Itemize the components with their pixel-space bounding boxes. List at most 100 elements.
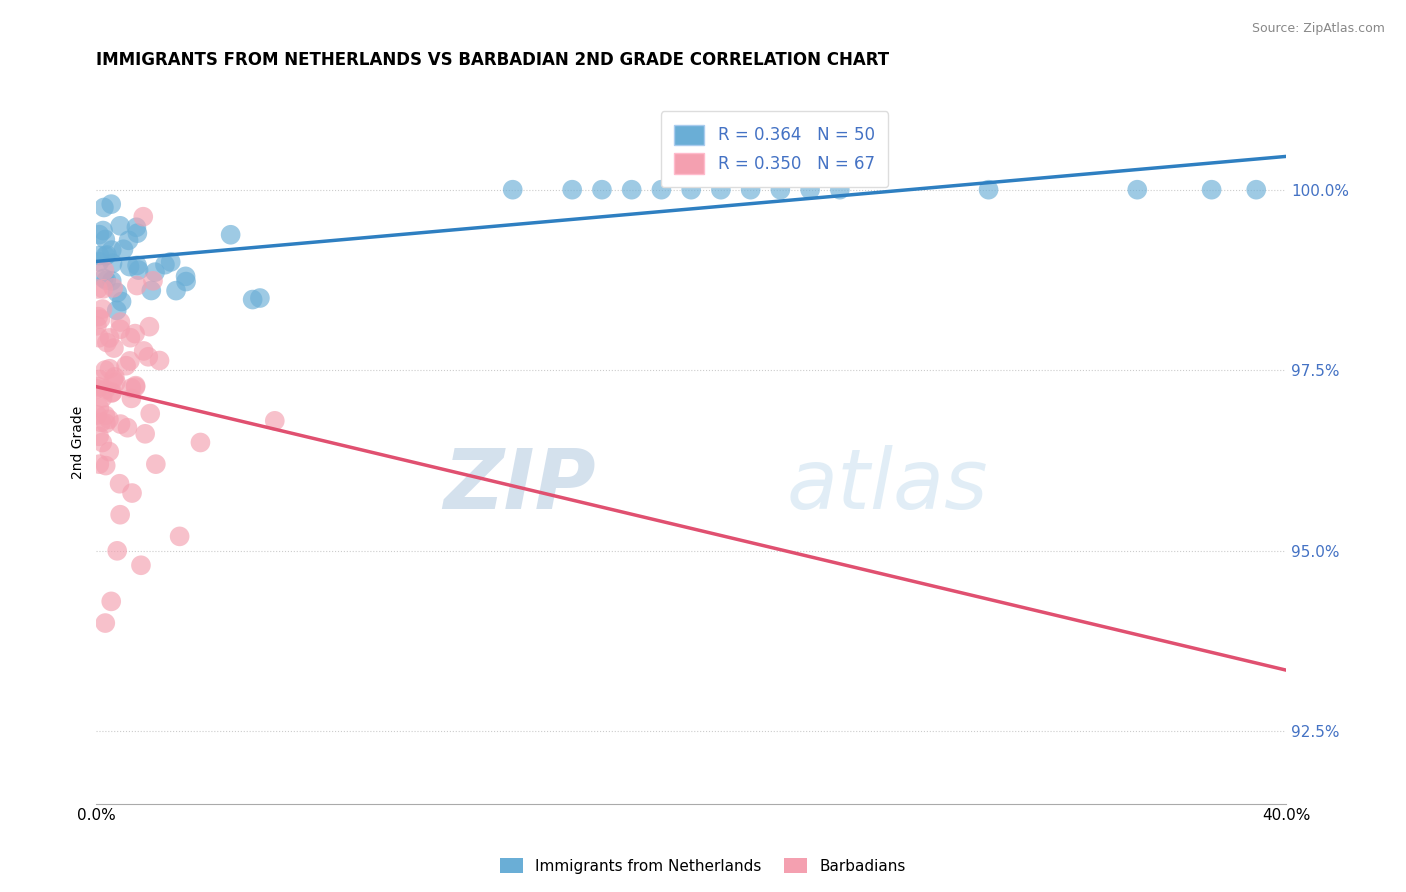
Point	[124, 378, 146, 392]
Point	[94, 232, 117, 246]
Point	[89, 372, 111, 386]
Point	[94, 615, 117, 630]
Point	[1126, 183, 1149, 197]
Point	[94, 458, 117, 473]
Point	[190, 435, 212, 450]
Point	[145, 457, 167, 471]
Point	[127, 226, 149, 240]
Point	[100, 594, 122, 608]
Point	[100, 197, 122, 211]
Point	[100, 386, 122, 401]
Point	[86, 318, 108, 333]
Point	[159, 255, 181, 269]
Point	[169, 529, 191, 543]
Point	[89, 255, 111, 269]
Point	[86, 408, 108, 422]
Point	[120, 392, 142, 406]
Point	[142, 274, 165, 288]
Point	[93, 263, 115, 277]
Point	[125, 278, 148, 293]
Point	[91, 435, 114, 450]
Point	[100, 274, 122, 288]
Point	[165, 284, 187, 298]
Point	[104, 376, 127, 390]
Point	[91, 223, 114, 237]
Point	[97, 412, 120, 426]
Point	[132, 343, 155, 358]
Text: IMMIGRANTS FROM NETHERLANDS VS BARBADIAN 2ND GRADE CORRELATION CHART: IMMIGRANTS FROM NETHERLANDS VS BARBADIAN…	[97, 51, 890, 69]
Point	[103, 373, 125, 387]
Point	[104, 369, 127, 384]
Point	[650, 183, 672, 197]
Point	[620, 183, 643, 197]
Point	[118, 260, 141, 274]
Point	[115, 359, 138, 373]
Point	[112, 242, 135, 256]
Point	[87, 429, 110, 443]
Point	[86, 382, 108, 396]
Point	[124, 380, 146, 394]
Point	[87, 310, 110, 324]
Point	[125, 220, 148, 235]
Legend: R = 0.364   N = 50, R = 0.350   N = 67: R = 0.364 N = 50, R = 0.350 N = 67	[661, 112, 889, 187]
Point	[591, 183, 613, 197]
Point	[502, 183, 524, 197]
Point	[96, 335, 118, 350]
Point	[132, 210, 155, 224]
Point	[94, 249, 117, 263]
Point	[242, 293, 264, 307]
Point	[1244, 183, 1267, 197]
Point	[91, 301, 114, 316]
Point	[98, 444, 121, 458]
Point	[89, 457, 111, 471]
Point	[769, 183, 792, 197]
Point	[101, 256, 124, 270]
Point	[141, 284, 163, 298]
Text: Source: ZipAtlas.com: Source: ZipAtlas.com	[1251, 22, 1385, 36]
Point	[110, 294, 132, 309]
Point	[94, 363, 117, 377]
Point	[118, 354, 141, 368]
Point	[90, 312, 112, 326]
Point	[120, 331, 142, 345]
Point	[561, 183, 583, 197]
Point	[96, 273, 118, 287]
Y-axis label: 2nd Grade: 2nd Grade	[72, 406, 86, 479]
Point	[120, 381, 142, 395]
Point	[90, 416, 112, 430]
Point	[103, 341, 125, 355]
Point	[110, 417, 132, 431]
Point	[153, 258, 176, 272]
Point	[108, 219, 131, 233]
Legend: Immigrants from Netherlands, Barbadians: Immigrants from Netherlands, Barbadians	[494, 852, 912, 880]
Point	[98, 361, 121, 376]
Point	[117, 233, 139, 247]
Point	[96, 248, 118, 262]
Point	[91, 282, 114, 296]
Point	[121, 486, 143, 500]
Point	[89, 248, 111, 262]
Point	[100, 243, 122, 257]
Point	[124, 326, 146, 341]
Point	[125, 259, 148, 273]
Point	[103, 281, 125, 295]
Text: ZIP: ZIP	[443, 445, 596, 526]
Point	[98, 331, 121, 345]
Point	[110, 322, 132, 336]
Point	[136, 350, 159, 364]
Point	[91, 391, 114, 405]
Point	[134, 426, 156, 441]
Point	[219, 227, 242, 242]
Point	[681, 183, 703, 197]
Point	[105, 285, 128, 300]
Point	[1201, 183, 1223, 197]
Point	[138, 319, 160, 334]
Point	[94, 417, 117, 431]
Point	[143, 265, 166, 279]
Point	[87, 282, 110, 296]
Point	[93, 201, 115, 215]
Point	[128, 263, 150, 277]
Point	[117, 420, 139, 434]
Point	[94, 409, 117, 423]
Point	[89, 227, 111, 242]
